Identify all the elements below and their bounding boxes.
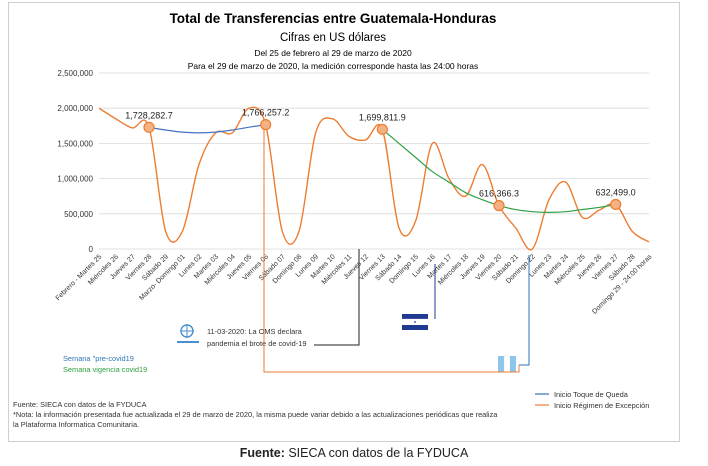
outer-source-text: SIECA con datos de la FYDUCA <box>284 446 469 460</box>
oms-annotation: 11-03-2020: La OMS declara pandemia el b… <box>177 249 360 348</box>
who-logo-icon <box>177 324 199 343</box>
outer-source-caption: Fuente: SIECA con datos de la FYDUCA <box>0 446 708 460</box>
data-label: 632,499.0 <box>596 187 636 197</box>
y-tick-label: 0 <box>89 245 94 254</box>
chart-subtitle: Cifras en US dólares <box>280 32 386 44</box>
y-axis-ticks: 0 500,000 1,000,000 1,500,000 2,000,000 2,500… <box>57 69 93 254</box>
y-tick-label: 2,000,000 <box>57 104 93 113</box>
chart-date-range: Del 25 de febrero al 29 de marzo de 2020 <box>254 48 412 58</box>
highlight-point <box>493 200 505 212</box>
footer-note-2: la Plataforma Informatica Comunitaria. <box>13 420 139 429</box>
precovid-label: Semana "pre-covid19 <box>63 354 134 363</box>
guatemala-leader-line <box>519 255 530 366</box>
highlight-point <box>610 198 622 211</box>
line-chart: Total de Transferencias entre Guatemala-… <box>13 11 654 429</box>
legend: Inicio Toque de Queda Inicio Régimen de … <box>535 390 649 410</box>
highlight-point <box>143 121 155 133</box>
highlight-point <box>376 123 388 135</box>
footer-note-1: *Nota: la información presentada fue act… <box>13 410 498 419</box>
guatemala-flag-icon <box>498 355 516 373</box>
y-tick-label: 500,000 <box>64 210 93 219</box>
vigencia-label: Semana vigencia covid19 <box>63 365 147 374</box>
regimen-connector-line <box>263 129 520 373</box>
series-line-0 <box>98 106 650 251</box>
y-tick-label: 2,500,000 <box>57 69 93 78</box>
oms-leader-line <box>314 249 360 346</box>
y-tick-label: 1,500,000 <box>57 139 93 148</box>
honduras-flag-icon <box>401 314 429 330</box>
chart-frame: Total de Transferencias entre Guatemala-… <box>8 2 680 442</box>
highlight-point <box>260 119 272 131</box>
chart-note-line: Para el 29 de marzo de 2020, la medición… <box>188 61 479 71</box>
highlighted-points: 1,728,282.7 1,766,257.2 1,699,811.9 616,366… <box>125 108 636 212</box>
footer-source: Fuente: SIECA con datos de la FYDUCA <box>13 400 147 409</box>
oms-note-line-1: 11-03-2020: La OMS declara <box>207 327 303 336</box>
series-line-1 <box>148 124 266 134</box>
legend-label-toque: Inicio Toque de Queda <box>554 390 629 399</box>
series-line-2 <box>381 128 616 213</box>
data-label: 1,728,282.7 <box>125 110 173 120</box>
y-tick-label: 1,000,000 <box>57 175 93 184</box>
gridlines <box>99 72 649 250</box>
outer-source-bold: Fuente: <box>239 446 285 460</box>
data-label: 616,366.3 <box>479 189 519 199</box>
data-label: 1,699,811.9 <box>359 112 406 122</box>
data-label: 1,766,257.2 <box>242 108 290 118</box>
oms-note-line-2: pandemia el brote de covid-19 <box>207 339 306 348</box>
legend-label-regimen: Inicio Régimen de Excepción <box>554 401 649 410</box>
chart-title: Total de Transferencias entre Guatemala-… <box>170 11 497 26</box>
